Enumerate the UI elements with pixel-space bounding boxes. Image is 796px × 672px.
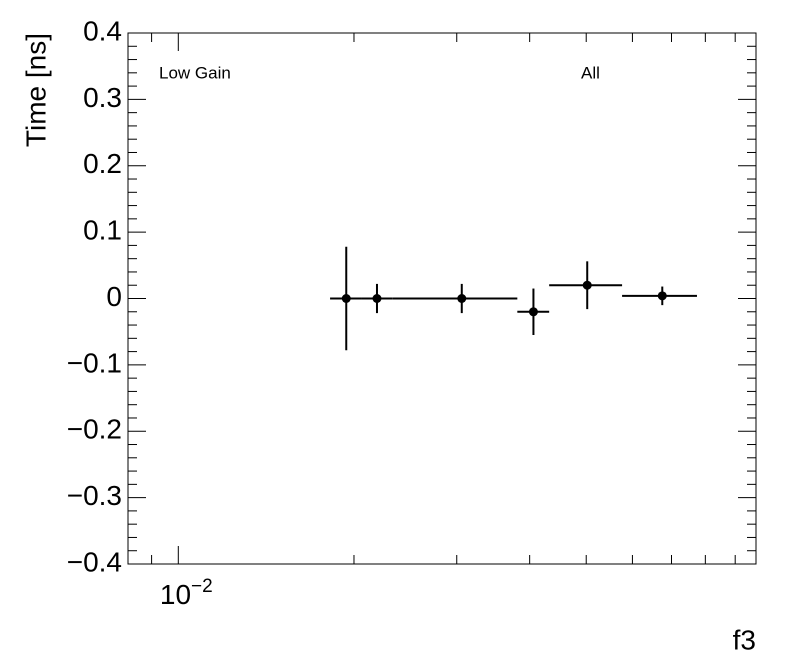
y-tick-label: 0.2	[83, 148, 122, 179]
y-tick-label: −0.2	[67, 414, 122, 445]
y-tick-label: −0.3	[67, 480, 122, 511]
y-tick-label: 0	[106, 281, 122, 312]
y-tick-label: 0.3	[83, 82, 122, 113]
y-tick-label: −0.1	[67, 347, 122, 378]
y-tick-label: 0.1	[83, 215, 122, 246]
point	[372, 294, 382, 303]
point	[657, 291, 667, 301]
annotation: All	[581, 63, 600, 82]
y-axis-label: Time [ns]	[20, 33, 51, 147]
annotation: Low Gain	[159, 63, 231, 82]
x-tick-label: 10−2	[160, 576, 213, 610]
x-axis-label: f3	[733, 624, 756, 655]
point	[528, 307, 538, 317]
y-tick-label: 0.4	[83, 15, 122, 46]
point	[582, 280, 592, 290]
point	[457, 294, 467, 303]
point	[341, 294, 351, 303]
y-tick-label: −0.4	[67, 546, 122, 577]
x-tick-exponent: −2	[191, 576, 213, 597]
x-tick-base: 10	[160, 579, 191, 610]
